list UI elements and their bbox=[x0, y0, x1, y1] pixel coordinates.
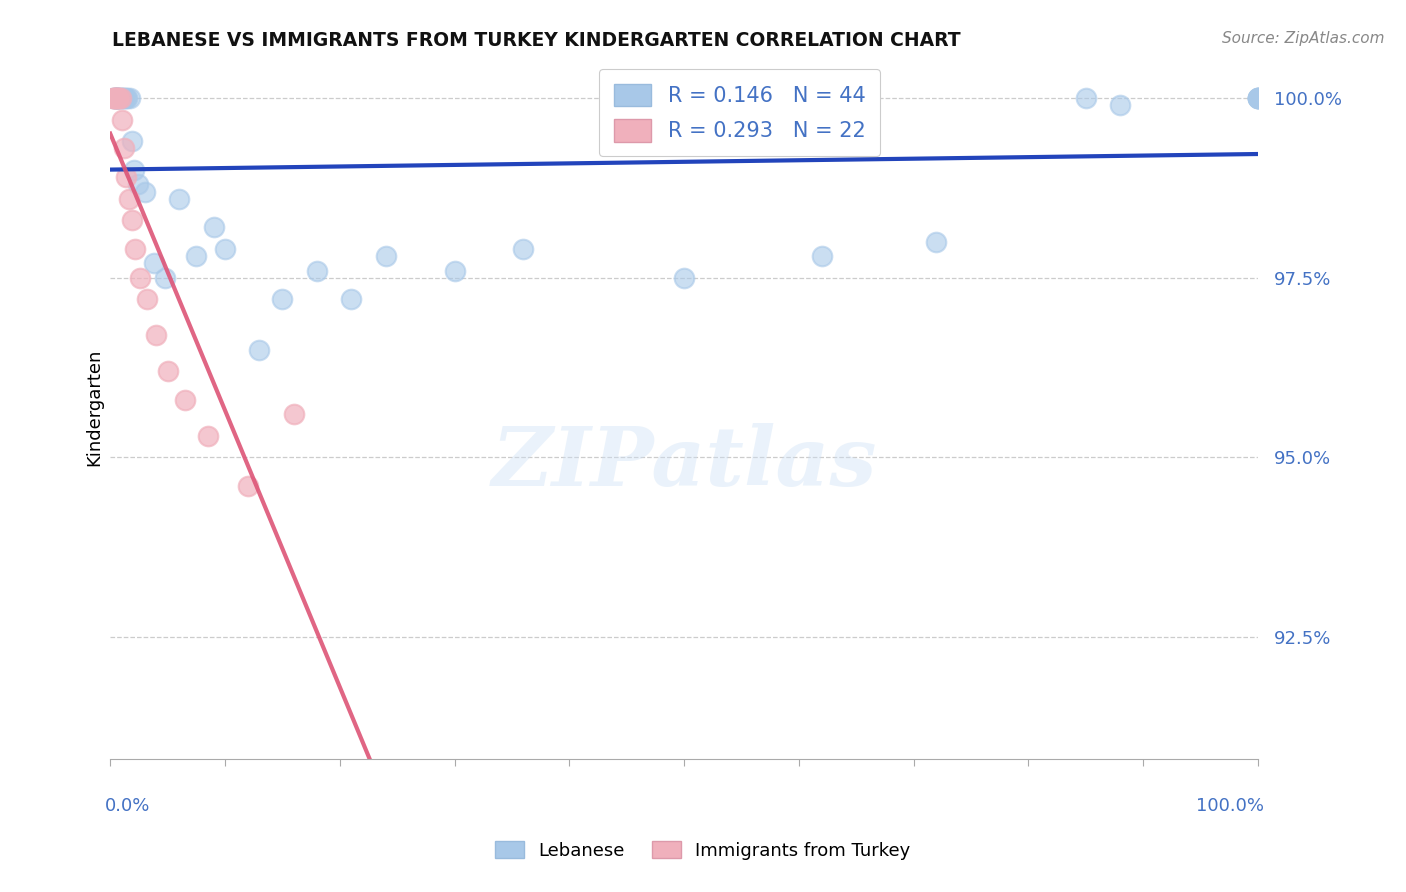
Text: Source: ZipAtlas.com: Source: ZipAtlas.com bbox=[1222, 31, 1385, 46]
Point bbox=[1247, 91, 1270, 105]
Point bbox=[305, 263, 328, 277]
Point bbox=[1247, 91, 1270, 105]
Point bbox=[202, 220, 225, 235]
Point bbox=[1109, 98, 1132, 112]
Point bbox=[107, 91, 129, 105]
Point bbox=[111, 112, 134, 127]
Point bbox=[101, 91, 124, 105]
Point bbox=[124, 163, 146, 178]
Point bbox=[673, 270, 696, 285]
Point bbox=[134, 185, 156, 199]
Y-axis label: Kindergarten: Kindergarten bbox=[86, 348, 103, 466]
Point bbox=[129, 270, 152, 285]
Point bbox=[810, 249, 832, 263]
Point bbox=[374, 249, 396, 263]
Point bbox=[1247, 91, 1270, 105]
Point bbox=[1074, 91, 1097, 105]
Point bbox=[925, 235, 948, 249]
Text: 0.0%: 0.0% bbox=[104, 797, 150, 815]
Point bbox=[112, 141, 135, 155]
Point bbox=[105, 91, 128, 105]
Point bbox=[110, 91, 132, 105]
Point bbox=[155, 270, 177, 285]
Point bbox=[127, 178, 149, 192]
Point bbox=[103, 91, 125, 105]
Point bbox=[101, 91, 124, 105]
Point bbox=[121, 134, 143, 148]
Text: LEBANESE VS IMMIGRANTS FROM TURKEY KINDERGARTEN CORRELATION CHART: LEBANESE VS IMMIGRANTS FROM TURKEY KINDE… bbox=[112, 31, 962, 50]
Point bbox=[108, 91, 131, 105]
Point bbox=[115, 170, 138, 185]
Point bbox=[167, 192, 190, 206]
Point bbox=[115, 91, 138, 105]
Point bbox=[112, 91, 135, 105]
Point bbox=[104, 91, 127, 105]
Point bbox=[156, 364, 179, 378]
Text: 100.0%: 100.0% bbox=[1195, 797, 1264, 815]
Point bbox=[1247, 91, 1270, 105]
Point bbox=[124, 242, 146, 256]
Text: ZIPatlas: ZIPatlas bbox=[491, 423, 877, 503]
Point bbox=[111, 91, 134, 105]
Legend: Lebanese, Immigrants from Turkey: Lebanese, Immigrants from Turkey bbox=[488, 834, 918, 867]
Point bbox=[186, 249, 208, 263]
Point bbox=[104, 91, 127, 105]
Legend: R = 0.146   N = 44, R = 0.293   N = 22: R = 0.146 N = 44, R = 0.293 N = 22 bbox=[599, 69, 880, 156]
Point bbox=[1247, 91, 1270, 105]
Point bbox=[197, 428, 219, 442]
Point bbox=[443, 263, 465, 277]
Point bbox=[340, 292, 363, 306]
Point bbox=[512, 242, 534, 256]
Point bbox=[142, 256, 165, 270]
Point bbox=[104, 91, 127, 105]
Point bbox=[214, 242, 236, 256]
Point bbox=[236, 479, 259, 493]
Point bbox=[105, 91, 128, 105]
Point bbox=[107, 91, 129, 105]
Point bbox=[105, 91, 128, 105]
Point bbox=[104, 91, 127, 105]
Point bbox=[173, 392, 195, 407]
Point bbox=[111, 91, 134, 105]
Point bbox=[283, 407, 305, 421]
Point bbox=[249, 343, 271, 357]
Point bbox=[117, 91, 139, 105]
Point bbox=[117, 192, 139, 206]
Point bbox=[145, 328, 167, 343]
Point bbox=[118, 91, 141, 105]
Point bbox=[103, 91, 125, 105]
Point bbox=[271, 292, 294, 306]
Point bbox=[104, 91, 127, 105]
Point bbox=[121, 213, 143, 227]
Point bbox=[108, 91, 131, 105]
Point bbox=[110, 91, 132, 105]
Point bbox=[136, 292, 159, 306]
Point bbox=[107, 91, 129, 105]
